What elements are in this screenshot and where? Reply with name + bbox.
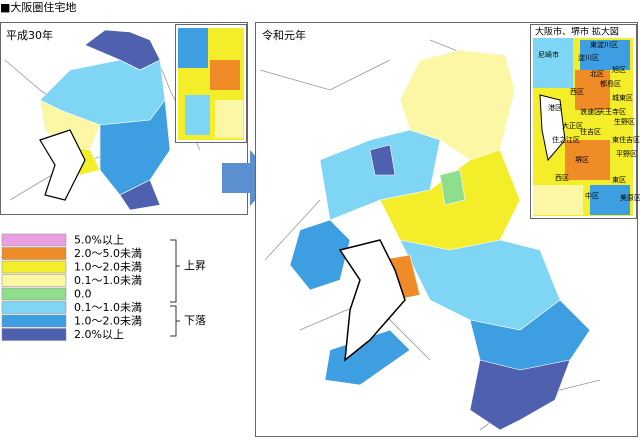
legend-swatch (1, 328, 67, 341)
legend-group: 下落 (184, 314, 206, 327)
inset-map-h30 (178, 28, 244, 140)
inset-map-r1 (533, 38, 633, 216)
inset-label: 東淀川区 (590, 40, 618, 49)
map-h30 (4, 29, 201, 211)
legend-label: 1.0～2.0未満 (74, 261, 142, 274)
page-title: ■大阪圏住宅地 (0, 0, 76, 14)
inset-label: 東区 (612, 175, 626, 184)
inset-label: 都島区 (600, 79, 621, 88)
legend-label: 0.1～1.0未満 (74, 274, 142, 287)
legend-label: 1.0～2.0未満 (74, 315, 142, 328)
legend-swatch (1, 260, 67, 274)
legend: 5.0%以上2.0～5.0未満1.0～2.0未満0.1～1.0未満0.00.1～… (1, 233, 206, 341)
inset-label: 住吉区 (580, 127, 601, 136)
legend-swatch (1, 301, 67, 314)
bracket-up (170, 239, 180, 303)
legend-label: 2.0%以上 (74, 328, 124, 341)
inset-label: 尼崎市 (538, 50, 559, 59)
legend-swatch (1, 314, 67, 328)
inset-label: 西区 (570, 88, 584, 96)
inset-label: 北区 (590, 70, 604, 78)
inset-label: 美原区 (620, 193, 640, 202)
legend-label: 5.0%以上 (74, 234, 124, 247)
inset-label: 浪速区 (580, 107, 601, 116)
panel-label: 平成30年 (6, 28, 53, 42)
inset-label: 旭区 (612, 65, 626, 74)
bracket-down (170, 305, 180, 337)
inset-label: 堺区 (575, 155, 589, 164)
inset-label: 天王寺区 (598, 108, 626, 116)
inset-label: 港区 (548, 103, 562, 112)
inset-label: 淀川区 (578, 53, 599, 62)
legend-swatch (1, 247, 67, 260)
inset-label: 中区 (585, 191, 599, 200)
legend-swatch (1, 287, 67, 301)
inset-title: 大阪市、堺市 拡大図 (535, 26, 619, 38)
legend-swatch (1, 274, 67, 287)
inset-label: 住之江区 (552, 135, 580, 144)
inset-label: 平野区 (616, 150, 637, 158)
inset-label: 生野区 (614, 117, 635, 126)
inset-label: 城東区 (612, 93, 633, 102)
inset-label: 大正区 (562, 121, 583, 130)
legend-label: 0.1～1.0未満 (74, 301, 142, 314)
legend-label: 0.0 (74, 288, 92, 301)
legend-label: 2.0～5.0未満 (74, 247, 142, 260)
legend-swatch (1, 233, 67, 247)
inset-label: 西区 (555, 174, 569, 182)
inset-label: 東住吉区 (612, 135, 640, 144)
panel-label: 令和元年 (262, 28, 306, 42)
legend-group: 上昇 (184, 259, 206, 272)
map-r1 (259, 39, 601, 431)
